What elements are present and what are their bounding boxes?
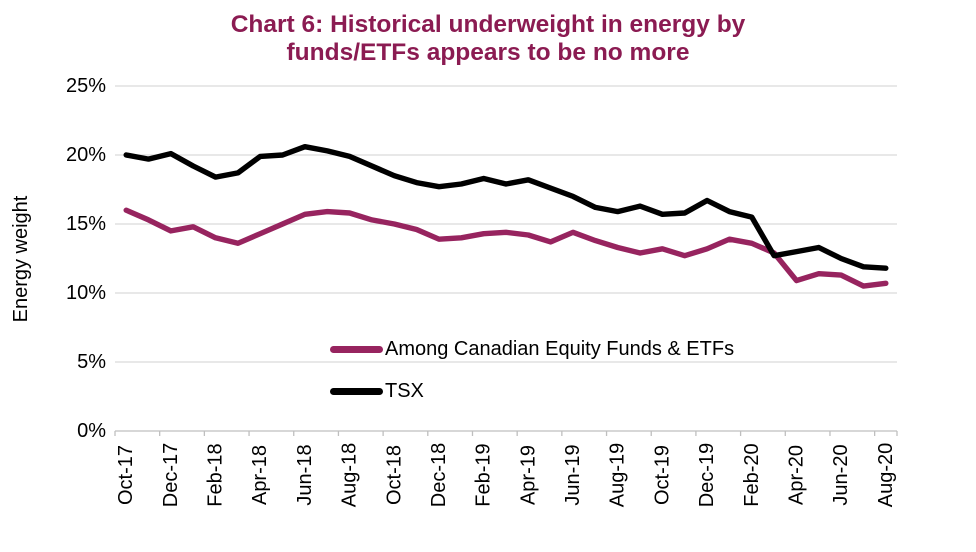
chart-title-line-1: Chart 6: Historical underweight in energ… [230, 11, 746, 38]
y-tick-label-0pct: 0% [77, 420, 106, 442]
legend-item-tsx: TSX [330, 380, 424, 402]
x-tick-label-Feb-18: Feb-18 [205, 443, 227, 506]
y-tick-label-25pct: 25% [66, 75, 106, 97]
x-tick-label-Oct-19: Oct-19 [651, 445, 673, 505]
x-tick-label-Feb-20: Feb-20 [741, 443, 763, 506]
x-tick-label-Dec-18: Dec-18 [428, 443, 450, 507]
legend-label-tsx: TSX [385, 380, 424, 402]
y-tick-label-20pct: 20% [66, 144, 106, 166]
x-tick-label-Jun-19: Jun-19 [562, 444, 584, 505]
x-tick-label-Apr-18: Apr-18 [249, 445, 271, 505]
legend-item-funds-etfs: Among Canadian Equity Funds & ETFs [330, 338, 735, 360]
y-tick-label-10pct: 10% [66, 282, 106, 304]
y-axis-title: Energy weight [10, 195, 32, 322]
x-tick-label-Jun-20: Jun-20 [830, 444, 852, 505]
x-tick-label-Aug-20: Aug-20 [875, 443, 897, 508]
x-tick-label-Jun-18: Jun-18 [294, 444, 316, 505]
series-line-tsx [123, 143, 889, 271]
legend-line-swatch-tsx [330, 388, 383, 395]
y-tick-label-5pct: 5% [77, 351, 106, 373]
x-tick-label-Dec-17: Dec-17 [160, 443, 182, 507]
x-tick-label-Aug-19: Aug-19 [607, 443, 629, 508]
x-tick-label-Oct-17: Oct-17 [115, 445, 137, 505]
chart-title-line-2: funds/ETFs appears to be no more [286, 39, 690, 66]
x-tick-label-Dec-19: Dec-19 [696, 443, 718, 507]
series-line-funds-etfs [123, 207, 889, 289]
x-tick-label-Aug-18: Aug-18 [339, 443, 361, 508]
legend-label-funds-etfs: Among Canadian Equity Funds & ETFs [385, 338, 735, 360]
x-tick-label-Apr-20: Apr-20 [785, 445, 807, 505]
y-tick-label-15pct: 15% [66, 213, 106, 235]
chart-title: Chart 6: Historical underweight in energ… [0, 11, 976, 67]
x-tick-label-Oct-18: Oct-18 [383, 445, 405, 505]
legend-line-swatch-funds [330, 346, 383, 353]
x-tick-label-Apr-19: Apr-19 [517, 445, 539, 505]
x-tick-label-Feb-19: Feb-19 [473, 443, 495, 506]
